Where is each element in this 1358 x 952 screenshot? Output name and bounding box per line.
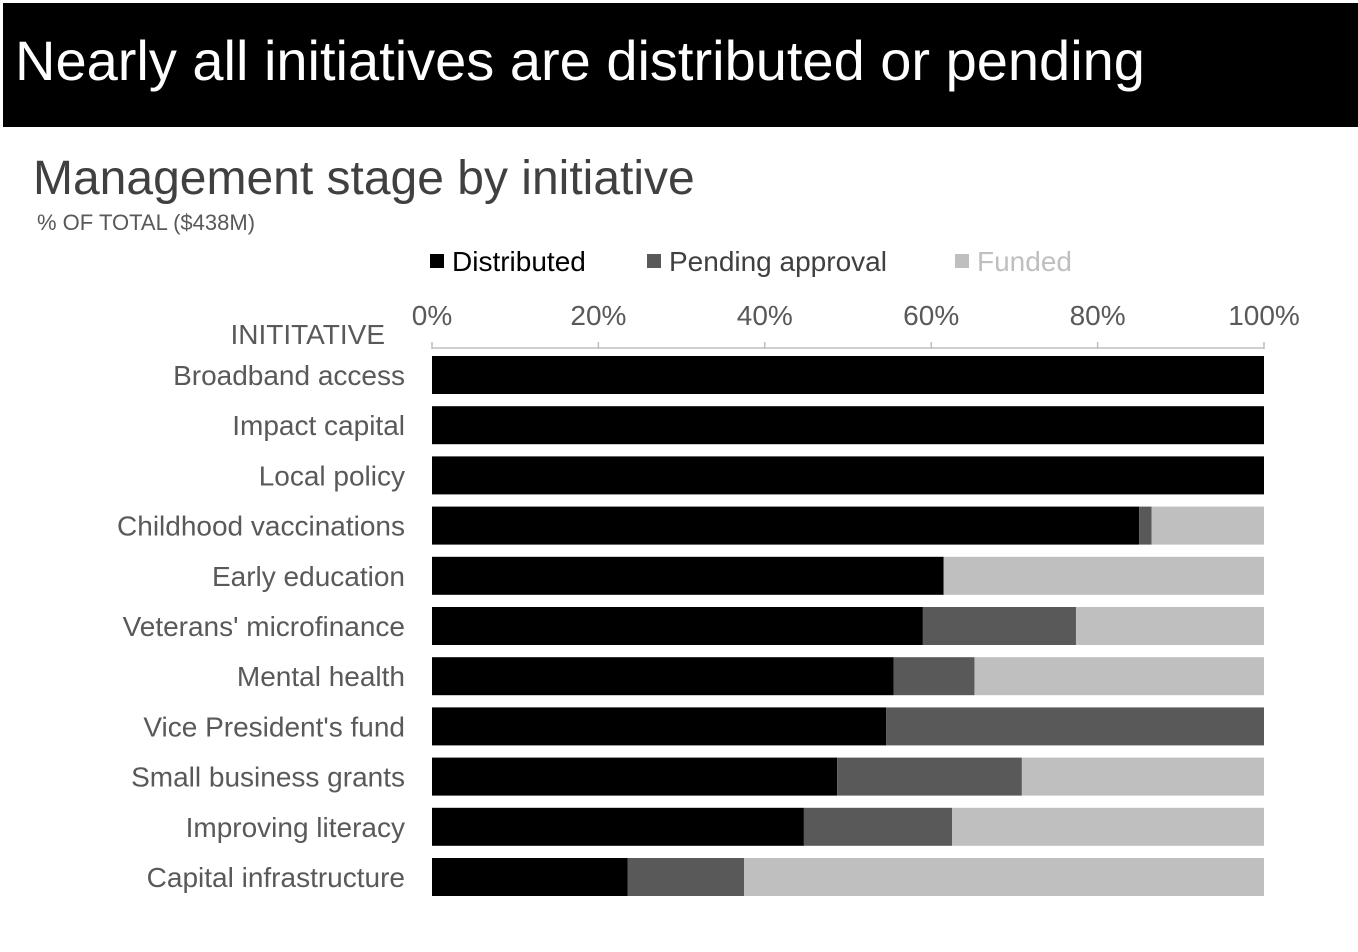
chart-row: Improving literacy <box>186 807 1264 846</box>
bar-segment-funded <box>943 556 1264 595</box>
bar-segment-pending-approval <box>893 657 975 696</box>
category-label: Impact capital <box>232 410 405 441</box>
category-label: Capital infrastructure <box>147 862 405 893</box>
chart-rows: Broadband access Impact capital Local poli… <box>117 356 1264 896</box>
bar-segment-distributed <box>432 406 1264 445</box>
category-label: Broadband access <box>173 360 405 391</box>
bar-segment-distributed <box>432 456 1264 495</box>
category-label: Local policy <box>259 460 405 491</box>
x-tick-label-3: 60% <box>903 300 959 331</box>
bar-segment-funded <box>952 807 1264 846</box>
chart-row: Capital infrastructure <box>147 858 1264 896</box>
bar-segment-distributed <box>432 807 804 846</box>
legend-swatch-1 <box>647 254 661 268</box>
legend-label-1: Pending approval <box>669 246 887 277</box>
bar-segment-funded <box>974 657 1264 696</box>
legend-swatch-0 <box>430 254 444 268</box>
x-tick-label-1: 20% <box>570 300 626 331</box>
bar-segment-pending-approval <box>886 707 1264 746</box>
chart-row: Early education <box>212 556 1264 595</box>
bar-segment-distributed <box>432 858 628 896</box>
bar-segment-funded <box>1021 757 1264 796</box>
chart-row: Broadband access <box>173 356 1264 394</box>
bar-segment-distributed <box>432 707 887 746</box>
category-label: Improving literacy <box>186 812 405 843</box>
headline-band: Nearly all initiatives are distributed o… <box>3 3 1358 127</box>
chart-row: Childhood vaccinations <box>117 506 1264 545</box>
category-label: Small business grants <box>131 762 405 793</box>
x-tick-label-4: 80% <box>1070 300 1126 331</box>
chart-row: Local policy <box>259 456 1264 495</box>
bar-segment-distributed <box>432 506 1140 545</box>
chart-row: Mental health <box>237 657 1264 696</box>
bar-segment-pending-approval <box>1139 506 1152 545</box>
chart-title: Management stage by initiative <box>33 152 695 205</box>
legend-swatch-2 <box>955 254 969 268</box>
category-axis-label: INITITATIVE <box>230 319 385 350</box>
bar-segment-distributed <box>432 657 894 696</box>
category-label: Early education <box>212 561 405 592</box>
chart-row: Small business grants <box>131 757 1264 796</box>
chart-row: Impact capital <box>232 406 1264 445</box>
chart-row: Veterans' microfinance <box>123 607 1264 645</box>
x-tick-label-0: 0% <box>412 300 452 331</box>
bar-segment-distributed <box>432 356 1264 394</box>
bar-segment-funded <box>1151 506 1264 545</box>
bar-segment-funded <box>1075 607 1264 645</box>
headline: Nearly all initiatives are distributed o… <box>15 29 1145 92</box>
bar-segment-funded <box>744 858 1264 896</box>
legend-label-0: Distributed <box>452 246 586 277</box>
bar-segment-distributed <box>432 556 944 595</box>
category-label: Veterans' microfinance <box>123 611 405 642</box>
bar-segment-distributed <box>432 757 838 796</box>
bar-segment-pending-approval <box>922 607 1076 645</box>
x-axis: 0% 20% 40% 60% 80% 100% <box>412 300 1300 349</box>
chart-subtitle: % OF TOTAL ($438M) <box>37 210 256 235</box>
bar-segment-pending-approval <box>837 757 1022 796</box>
x-tick-label-2: 40% <box>737 300 793 331</box>
bar-segment-pending-approval <box>627 858 744 896</box>
category-label: Childhood vaccinations <box>117 511 405 542</box>
x-tick-label-5: 100% <box>1228 300 1300 331</box>
bar-segment-distributed <box>432 607 923 645</box>
category-label: Vice President's fund <box>143 711 405 742</box>
legend-label-2: Funded <box>977 246 1072 277</box>
bar-segment-pending-approval <box>803 807 952 846</box>
chart-row: Vice President's fund <box>143 707 1264 746</box>
legend: Distributed Pending approval Funded <box>430 246 1072 277</box>
category-label: Mental health <box>237 661 405 692</box>
